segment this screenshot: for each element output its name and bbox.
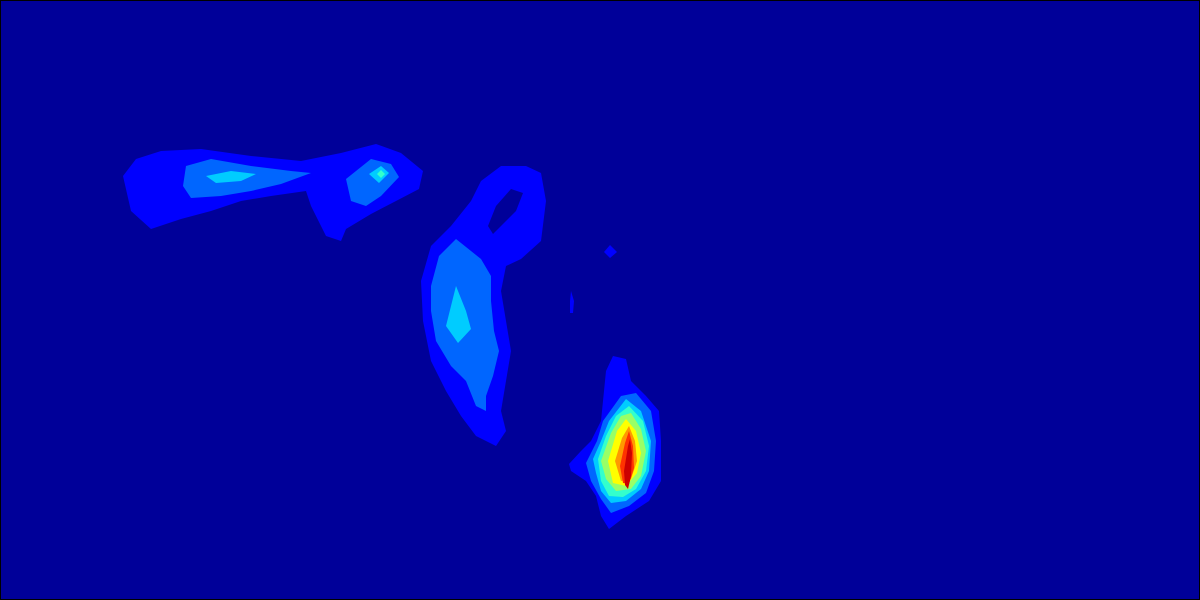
upper-left-plume-level-4-5 xyxy=(377,170,385,178)
middle-arc-plume-level-3-2 xyxy=(446,286,471,343)
small-specks-level-1-0 xyxy=(604,245,617,258)
small-specks-level-1-1 xyxy=(570,291,574,313)
upper-left-plume-level-3-3 xyxy=(206,171,256,183)
lower-hotspot-level-9-8 xyxy=(624,439,632,489)
middle-arc-plume-hole-0 xyxy=(488,189,523,234)
upper-left-plume-level-2-1 xyxy=(183,159,311,198)
